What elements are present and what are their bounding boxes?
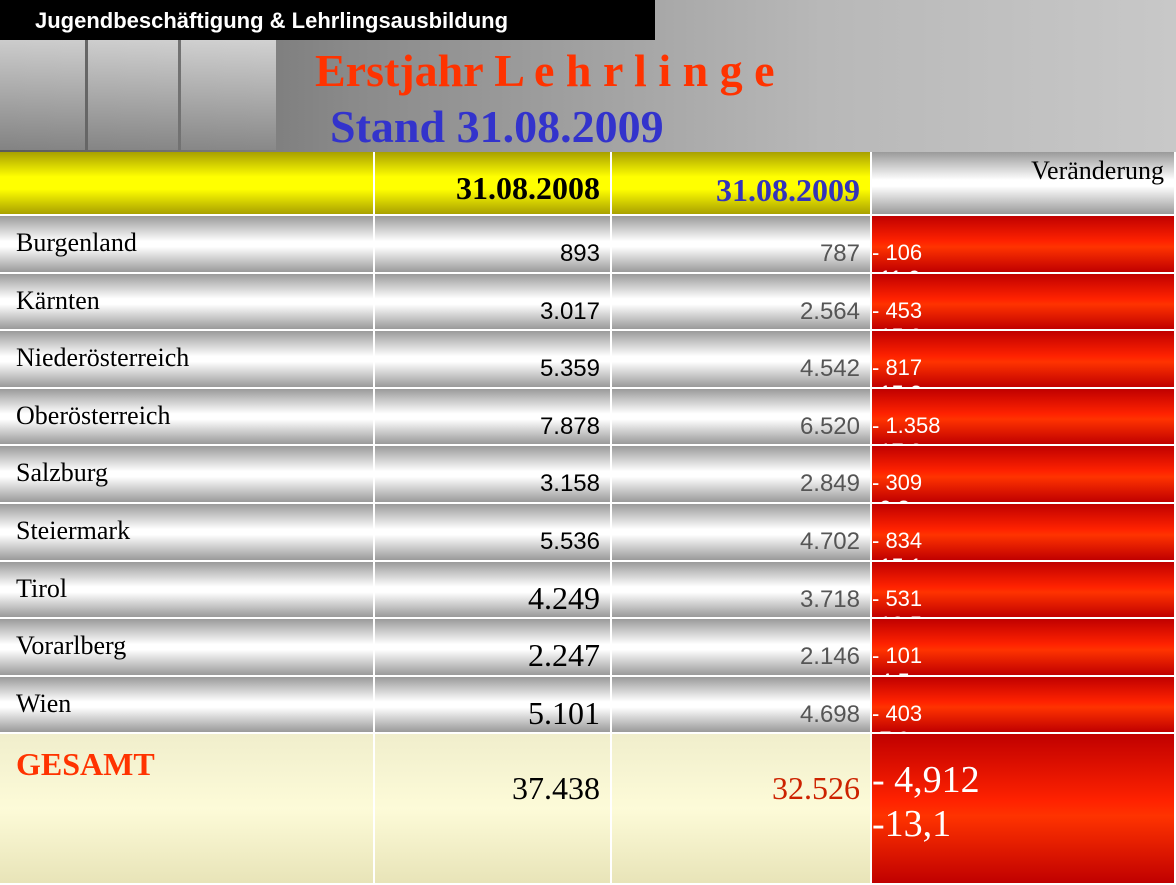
photo — [88, 40, 178, 150]
change-pct: -12,5 — [872, 612, 1174, 618]
value-2008: 3.158 — [375, 446, 612, 504]
row-label: GESAMT — [0, 734, 375, 885]
change-pct: -15,1 — [872, 554, 1174, 560]
row-label: Tirol — [0, 561, 375, 620]
badge: Jugendbeschäftigung & Lehrlingsausbildun… — [0, 0, 655, 40]
change-abs: - 101 — [872, 643, 923, 669]
change-pct: -11,9 — [872, 266, 1174, 272]
change-pct: -9,8 — [872, 496, 1174, 502]
row-label: Salzburg — [0, 446, 375, 504]
row-label: Niederösterreich — [0, 331, 375, 389]
change-pct: -7,9 — [872, 727, 1174, 733]
value-2008: 5.536 — [375, 504, 612, 562]
change-abs: - 309 — [872, 470, 923, 496]
change-cell: - 101-4,5 — [872, 619, 1176, 677]
change-abs: - 403 — [872, 700, 923, 726]
value-2008: 4.249 — [375, 561, 612, 620]
change-abs: - 1.358 — [872, 412, 941, 438]
change-abs: - 817 — [872, 355, 923, 381]
change-cell: - 403-7,9 — [872, 676, 1176, 735]
change-pct: -4,5 — [872, 669, 1174, 675]
change-cell: - 817-15,2 — [872, 331, 1176, 389]
change-pct: -15,0 — [872, 324, 1174, 330]
row-label: Oberösterreich — [0, 388, 375, 447]
value-2008: 893 — [375, 216, 612, 274]
value-2009: 6.520 — [612, 388, 872, 447]
value-2008: 5.101 — [375, 676, 612, 735]
change-cell: - 1.358-17,2 — [872, 388, 1176, 447]
row-label: Burgenland — [0, 216, 375, 274]
change-pct: -17,2 — [872, 439, 1174, 445]
value-2008: 2.247 — [375, 619, 612, 677]
change-abs: - 531 — [872, 585, 923, 611]
change-abs: - 453 — [872, 297, 923, 323]
row-label: Kärnten — [0, 273, 375, 332]
value-2009: 3.718 — [612, 561, 872, 620]
photo — [0, 40, 85, 150]
column-header: 31.08.2009 — [612, 152, 872, 216]
change-abs: - 834 — [872, 528, 923, 553]
change-cell: - 453-15,0 — [872, 273, 1176, 332]
header: Jugendbeschäftigung & Lehrlingsausbildun… — [0, 0, 1176, 152]
change-cell: - 4,912 -13,1 — [872, 734, 1176, 885]
value-2009: 4.542 — [612, 331, 872, 389]
value-2009: 4.698 — [612, 676, 872, 735]
row-label: Wien — [0, 676, 375, 735]
row-label: Vorarlberg — [0, 619, 375, 677]
change-abs: - 4,912 — [872, 759, 980, 802]
change-abs: - 106 — [872, 240, 923, 265]
value-2008: 3.017 — [375, 273, 612, 332]
change-cell: - 106-11,9 — [872, 216, 1176, 274]
row-label: Steiermark — [0, 504, 375, 562]
value-2009: 2.564 — [612, 273, 872, 332]
value-2008: 37.438 — [375, 734, 612, 885]
subtitle: Stand 31.08.2009 — [330, 101, 664, 152]
value-2008: 7.878 — [375, 388, 612, 447]
photo — [181, 40, 276, 150]
column-header: Veränderung — [872, 152, 1176, 216]
value-2009: 32.526 — [612, 734, 872, 885]
title: Erstjahr L e h r l i n g e — [315, 45, 775, 96]
change-pct: -15,2 — [872, 381, 1174, 387]
change-pct: -13,1 — [872, 803, 952, 846]
value-2009: 4.702 — [612, 504, 872, 562]
value-2009: 787 — [612, 216, 872, 274]
value-2009: 2.146 — [612, 619, 872, 677]
value-2008: 5.359 — [375, 331, 612, 389]
change-cell: - 309-9,8 — [872, 446, 1176, 504]
header-cell — [0, 152, 375, 216]
value-2009: 2.849 — [612, 446, 872, 504]
column-header: 31.08.2008 — [375, 152, 612, 216]
change-cell: - 531-12,5 — [872, 561, 1176, 620]
change-cell: - 834-15,1 — [872, 504, 1176, 562]
